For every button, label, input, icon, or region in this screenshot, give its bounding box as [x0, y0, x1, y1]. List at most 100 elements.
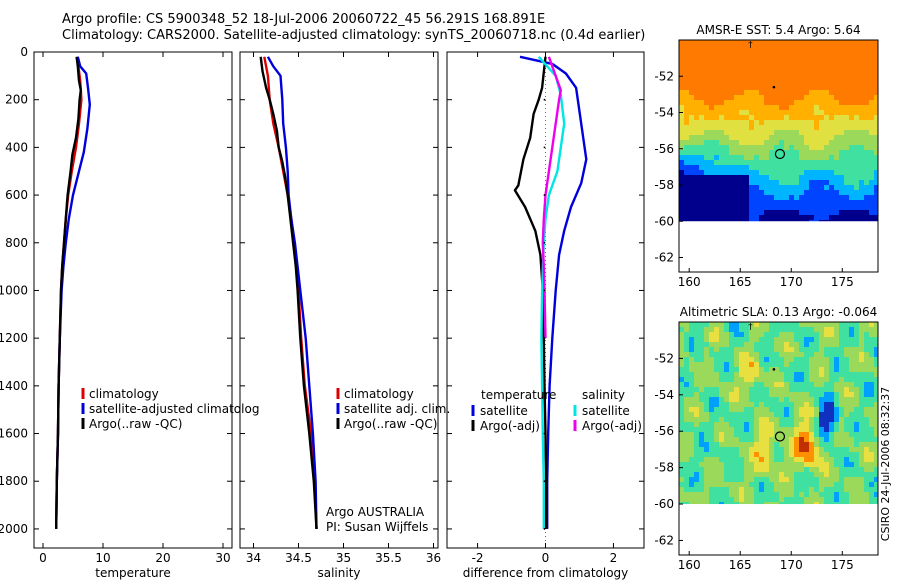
heatmap-cell	[719, 80, 724, 85]
heatmap-cell	[864, 90, 869, 95]
heatmap-cell	[754, 472, 759, 477]
heatmap-cell	[699, 130, 704, 135]
heatmap-cell	[794, 342, 799, 347]
heatmap-cell	[719, 110, 724, 115]
heatmap-cell	[849, 477, 854, 482]
heatmap-cell	[799, 130, 804, 135]
heatmap-cell	[819, 75, 824, 80]
heatmap-cell	[734, 185, 739, 190]
heatmap-cell	[689, 472, 694, 477]
heatmap-cell	[709, 85, 714, 90]
heatmap-cell	[789, 437, 794, 442]
heatmap-cell	[769, 135, 774, 140]
heatmap-cell	[819, 332, 824, 337]
heatmap-cell	[734, 155, 739, 160]
heatmap-cell	[844, 210, 849, 215]
heatmap-cell	[684, 185, 689, 190]
heatmap-cell	[804, 60, 809, 65]
heatmap-cell	[864, 412, 869, 417]
heatmap-cell	[754, 347, 759, 352]
heatmap-cell	[869, 190, 874, 195]
heatmap-cell	[689, 392, 694, 397]
heatmap-cell	[774, 392, 779, 397]
heatmap-cell	[849, 427, 854, 432]
heatmap-cell	[819, 482, 824, 487]
heatmap-cell	[779, 75, 784, 80]
heatmap-cell	[729, 95, 734, 100]
salinity-profile-panel: 34 34.5 35 35.5 36salinityclimatologysatelli…	[239, 51, 450, 580]
heatmap-cell	[704, 417, 709, 422]
heatmap-cell	[704, 487, 709, 492]
heatmap-cell	[689, 327, 694, 332]
heatmap-cell	[809, 40, 814, 45]
heatmap-cell	[709, 447, 714, 452]
heatmap-cell	[844, 130, 849, 135]
heatmap-cell	[874, 477, 878, 482]
heatmap-cell	[829, 497, 834, 502]
heatmap-cell	[854, 185, 859, 190]
heatmap-cell	[839, 155, 844, 160]
heatmap-cell	[709, 357, 714, 362]
heatmap-cell	[684, 452, 689, 457]
heatmap-cell	[839, 367, 844, 372]
heatmap-cell	[844, 125, 849, 130]
heatmap-cell	[754, 372, 759, 377]
heatmap-cell	[694, 190, 699, 195]
heatmap-cell	[789, 175, 794, 180]
heatmap-cell	[759, 155, 764, 160]
heatmap-cell	[694, 472, 699, 477]
heatmap-cell	[794, 55, 799, 60]
heatmap-cell	[814, 165, 819, 170]
heatmap-cell	[704, 205, 709, 210]
heatmap-cell	[754, 447, 759, 452]
legend-title: temperature	[481, 388, 556, 402]
heatmap-cell	[779, 482, 784, 487]
heatmap-cell	[704, 352, 709, 357]
heatmap-cell	[774, 45, 779, 50]
heatmap-cell	[749, 75, 754, 80]
heatmap-cell	[789, 205, 794, 210]
heatmap-cell	[734, 467, 739, 472]
heatmap-cell	[859, 40, 864, 45]
heatmap-cell	[754, 40, 759, 45]
heatmap-cell	[699, 45, 704, 50]
heatmap-cell	[814, 115, 819, 120]
heatmap-cell	[874, 447, 878, 452]
heatmap-cell	[799, 215, 804, 220]
heatmap-cell	[684, 180, 689, 185]
heatmap-cell	[759, 125, 764, 130]
heatmap-cell	[804, 387, 809, 392]
heatmap-cell	[689, 65, 694, 70]
heatmap-cell	[684, 120, 689, 125]
heatmap-cell	[839, 220, 844, 222]
heatmap-cell	[824, 140, 829, 145]
heatmap-cell	[834, 110, 839, 115]
heatmap-cell	[714, 160, 719, 165]
heatmap-cell	[804, 492, 809, 497]
heatmap-cell	[819, 125, 824, 130]
heatmap-cell	[814, 220, 819, 222]
heatmap-cell	[769, 105, 774, 110]
heatmap-cell	[874, 352, 878, 357]
heatmap-cell	[864, 55, 869, 60]
heatmap-cell	[699, 422, 704, 427]
heatmap-cell	[774, 195, 779, 200]
heatmap-cell	[864, 457, 869, 462]
heatmap-cell	[729, 90, 734, 95]
heatmap-cell	[869, 442, 874, 447]
argo-sample-dot	[543, 337, 546, 340]
heatmap-cell	[844, 477, 849, 482]
heatmap-cell	[849, 417, 854, 422]
heatmap-cell	[769, 170, 774, 175]
heatmap-cell	[724, 115, 729, 120]
heatmap-cell	[814, 447, 819, 452]
heatmap-cell	[809, 75, 814, 80]
heatmap-cell	[694, 497, 699, 502]
heatmap-cell	[799, 210, 804, 215]
heatmap-cell	[709, 417, 714, 422]
clim-series-line	[263, 56, 318, 529]
heatmap-cell	[854, 437, 859, 442]
heatmap-cell	[794, 210, 799, 215]
heatmap-cell	[869, 135, 874, 140]
heatmap-cell	[874, 180, 878, 185]
